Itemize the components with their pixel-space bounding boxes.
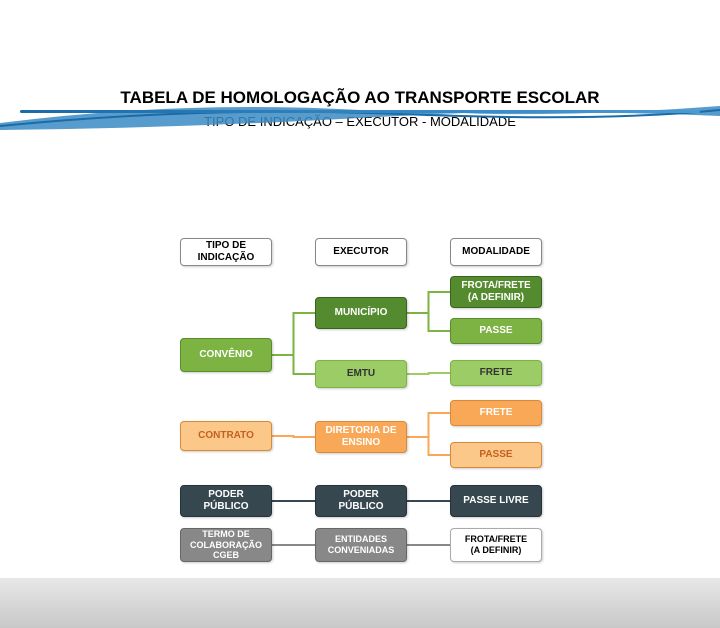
edge-diretoria-frete2 [407,413,450,437]
col-header-h0: TIPO DE INDICAÇÃO [180,238,272,266]
footer-bar [0,578,720,628]
edge-municipio-passe1 [407,313,450,331]
edge-convenio-municipio [272,313,315,355]
node-passelivre: PASSE LIVRE [450,485,542,517]
node-emtu: EMTU [315,360,407,388]
node-frota2: FROTA/FRETE (A DEFINIR) [450,528,542,562]
node-frete1: FRETE [450,360,542,386]
edge-municipio-frota1 [407,292,450,313]
node-frete2: FRETE [450,400,542,426]
homologation-diagram: TIPO DE INDICAÇÃO EXECUTOR MODALIDADE CONVÊ… [180,238,560,578]
node-poder1: PODER PÚBLICO [180,485,272,517]
header-swoosh [0,88,720,138]
node-entidades: ENTIDADES CONVENIADAS [315,528,407,562]
edge-convenio-emtu [272,355,315,374]
edge-emtu-frete1 [407,373,450,374]
node-frota1: FROTA/FRETE (A DEFINIR) [450,276,542,308]
node-contrato: CONTRATO [180,421,272,451]
node-termo: TERMO DE COLABORAÇÃO CGEB [180,528,272,562]
col-header-h2: MODALIDADE [450,238,542,266]
header-line [20,110,700,113]
node-passe2: PASSE [450,442,542,468]
node-passe1: PASSE [450,318,542,344]
edge-contrato-diretoria [272,436,315,437]
node-diretoria: DIRETORIA DE ENSINO [315,421,407,453]
node-municipio: MUNICÍPIO [315,297,407,329]
node-poder2: PODER PÚBLICO [315,485,407,517]
col-header-h1: EXECUTOR [315,238,407,266]
edge-diretoria-passe2 [407,437,450,455]
node-convenio: CONVÊNIO [180,338,272,372]
